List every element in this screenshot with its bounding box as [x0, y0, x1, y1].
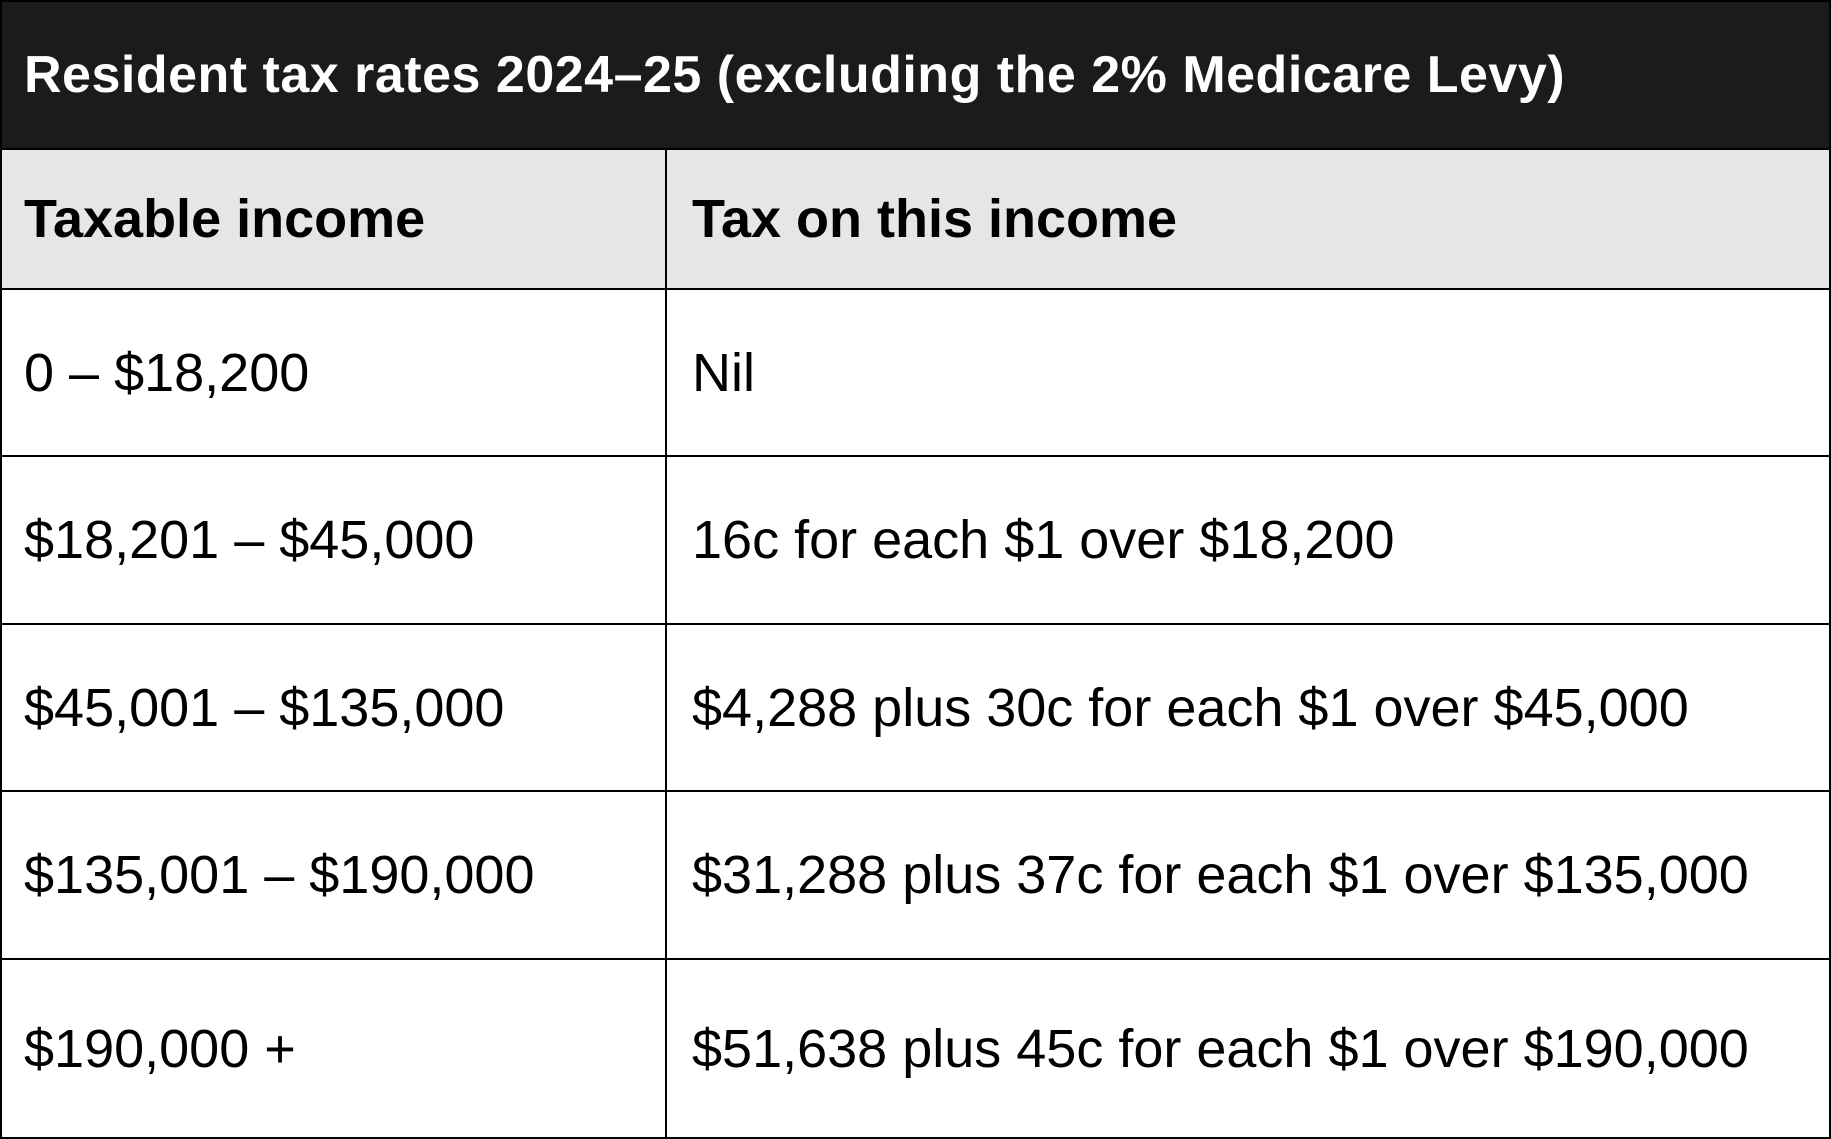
table-row: $135,001 – $190,000 $31,288 plus 37c for…	[2, 790, 1829, 958]
column-header-taxable-income: Taxable income	[24, 189, 426, 249]
table-row: $190,000 + $51,638 plus 45c for each $1 …	[2, 958, 1829, 1137]
tax-on-income-cell: $4,288 plus 30c for each $1 over $45,000	[665, 625, 1829, 790]
taxable-income-cell: 0 – $18,200	[24, 342, 310, 403]
table-title-bar: Resident tax rates 2024–25 (excluding th…	[2, 2, 1829, 148]
taxable-income-cell: $135,001 – $190,000	[24, 845, 535, 905]
table-row: $45,001 – $135,000 $4,288 plus 30c for e…	[2, 623, 1829, 790]
taxable-income-cell: $45,001 – $135,000	[24, 677, 505, 738]
tax-on-income-cell: Nil	[665, 290, 1829, 455]
table-row: $18,201 – $45,000 16c for each $1 over $…	[2, 455, 1829, 623]
taxable-income-cell: $18,201 – $45,000	[24, 510, 475, 570]
tax-on-income-cell: $51,638 plus 45c for each $1 over $190,0…	[665, 960, 1829, 1137]
tax-on-income-cell: $31,288 plus 37c for each $1 over $135,0…	[665, 792, 1829, 958]
column-header-tax-on-income: Tax on this income	[665, 150, 1829, 288]
taxable-income-cell: $190,000 +	[24, 1018, 296, 1079]
table-header-row: Taxable income Tax on this income	[2, 148, 1829, 288]
table-title: Resident tax rates 2024–25 (excluding th…	[24, 46, 1566, 104]
table-row: 0 – $18,200 Nil	[2, 288, 1829, 455]
tax-on-income-cell: 16c for each $1 over $18,200	[665, 457, 1829, 623]
